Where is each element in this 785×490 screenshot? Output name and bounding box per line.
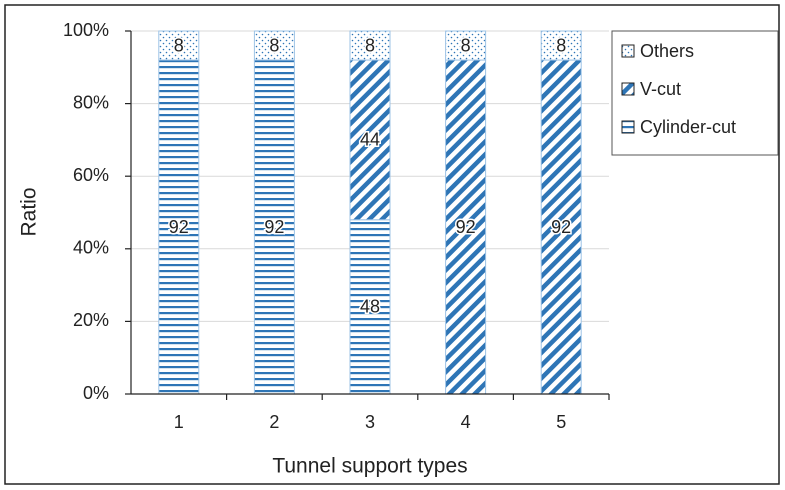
x-tick-label: 5: [556, 412, 566, 432]
bar-segment: [445, 59, 487, 395]
value-label: 92: [264, 217, 284, 237]
y-tick-label: 0%: [83, 383, 109, 403]
legend-swatch: [621, 120, 635, 134]
y-tick-label: 40%: [73, 238, 109, 258]
bar-segment: [540, 30, 582, 61]
value-label: 8: [174, 35, 184, 55]
value-label: 8: [556, 35, 566, 55]
value-label: 92: [456, 217, 476, 237]
y-axis-title: Ratio: [18, 187, 41, 236]
value-label: 92: [169, 217, 189, 237]
x-tick-label: 4: [461, 412, 471, 432]
legend-box: [611, 30, 779, 156]
legend-swatch: [621, 82, 635, 96]
value-label: 8: [461, 35, 471, 55]
value-label: 8: [269, 35, 279, 55]
x-tick-label: 1: [174, 412, 184, 432]
bar-segment: [349, 30, 391, 61]
legend-label: Others: [640, 41, 694, 61]
x-tick-label: 3: [365, 412, 375, 432]
legend-label: V-cut: [640, 79, 681, 99]
y-tick-label: 100%: [63, 20, 109, 40]
value-label: 48: [360, 297, 380, 317]
bar-segment: [253, 30, 295, 61]
y-tick-label: 80%: [73, 92, 109, 112]
bar-segment: [445, 30, 487, 61]
x-axis-title: Tunnel support types: [272, 455, 467, 478]
y-tick-label: 60%: [73, 165, 109, 185]
y-tick-label: 20%: [73, 310, 109, 330]
value-label: 92: [551, 217, 571, 237]
legend-swatch: [621, 44, 635, 58]
bar-segment: [349, 219, 391, 395]
frame: [4, 4, 780, 485]
x-tick-label: 2: [269, 412, 279, 432]
legend-label: Cylinder-cut: [640, 117, 736, 137]
value-label: 8: [365, 35, 375, 55]
bar-segment: [158, 30, 200, 61]
value-label: 44: [360, 130, 380, 150]
